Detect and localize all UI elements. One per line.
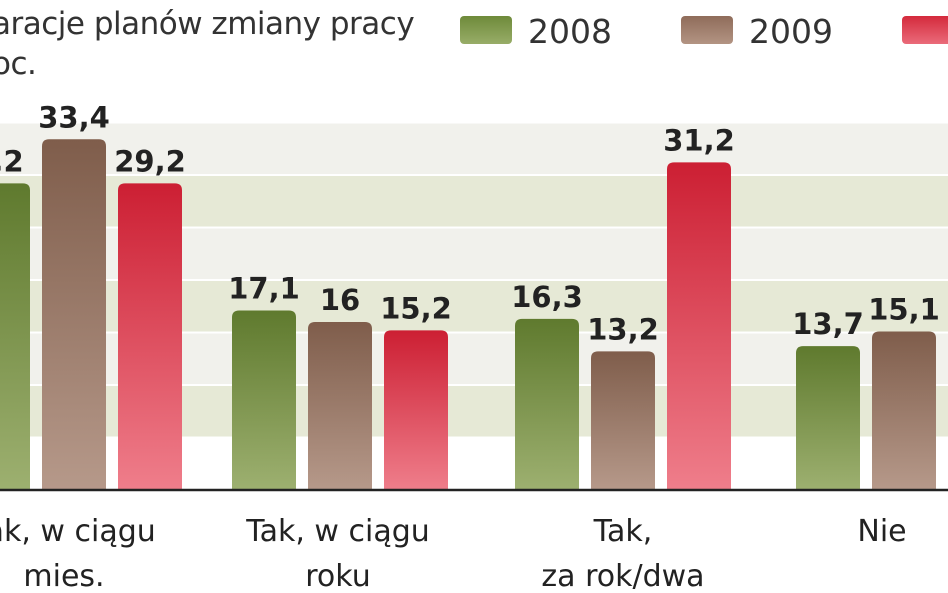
category-label-3-line-1: Tak,: [593, 514, 653, 549]
background-band: [0, 122, 948, 175]
legend-label-2009: 2009: [749, 12, 833, 51]
bar-series-1-category-3: [515, 318, 579, 490]
bar-series-2-category-1: [42, 139, 106, 491]
bar-series-1-category-4: [796, 346, 860, 490]
bar-series-2-category-3: [591, 351, 655, 490]
chart-title-line-2: oc.: [0, 46, 37, 82]
value-label-series-2-category-4: 15,1: [868, 292, 940, 326]
value-label-series-2-category-3: 13,2: [587, 312, 659, 346]
value-label-series-3-category-1: 29,2: [114, 144, 186, 178]
bar-series-3-category-3: [667, 162, 731, 490]
category-label-3-line-2: za rok/dwa: [541, 559, 704, 593]
value-label-series-1-category-1: 9,2: [0, 144, 24, 178]
bar-series-1-category-1: [0, 183, 30, 490]
value-label-series-2-category-2: 16: [320, 283, 360, 317]
category-label-1-line-2: mies.: [23, 559, 104, 593]
bar-series-3-category-2: [384, 330, 448, 490]
bars-group: [0, 139, 936, 491]
value-labels-group: 9,2 17,1 16,3 13,7 33,4 16 13,2 15,1 29,2 15,2 31,…: [0, 100, 940, 346]
legend-label-2008: 2008: [528, 12, 612, 51]
value-label-series-2-category-1: 33,4: [38, 100, 110, 134]
legend-swatch-series-3: [902, 16, 948, 44]
category-label-2-line-2: roku: [305, 559, 371, 593]
category-label-2-line-1: Tak, w ciągu: [245, 514, 430, 549]
category-labels-group: Tak, w ciągu mies. Tak, w ciągu roku Tak, za …: [0, 514, 907, 593]
value-label-series-1-category-4: 13,7: [792, 307, 864, 341]
value-label-series-1-category-3: 16,3: [511, 280, 583, 314]
chart-title-line-1: aracje planów zmiany pracy: [0, 6, 415, 42]
legend-swatch-2008: [460, 16, 512, 44]
legend-swatch-2009: [681, 16, 733, 44]
value-label-series-3-category-3: 31,2: [663, 123, 735, 157]
bar-series-2-category-2: [308, 322, 372, 490]
category-label-4-line-1: Nie: [857, 514, 906, 549]
bar-series-3-category-1: [118, 183, 182, 490]
category-label-1-line-1: Tak, w ciągu: [0, 514, 156, 549]
bar-series-2-category-4: [872, 331, 936, 490]
value-label-series-3-category-2: 15,2: [380, 291, 452, 325]
value-label-series-1-category-2: 17,1: [228, 271, 300, 305]
bar-series-1-category-2: [232, 310, 296, 490]
